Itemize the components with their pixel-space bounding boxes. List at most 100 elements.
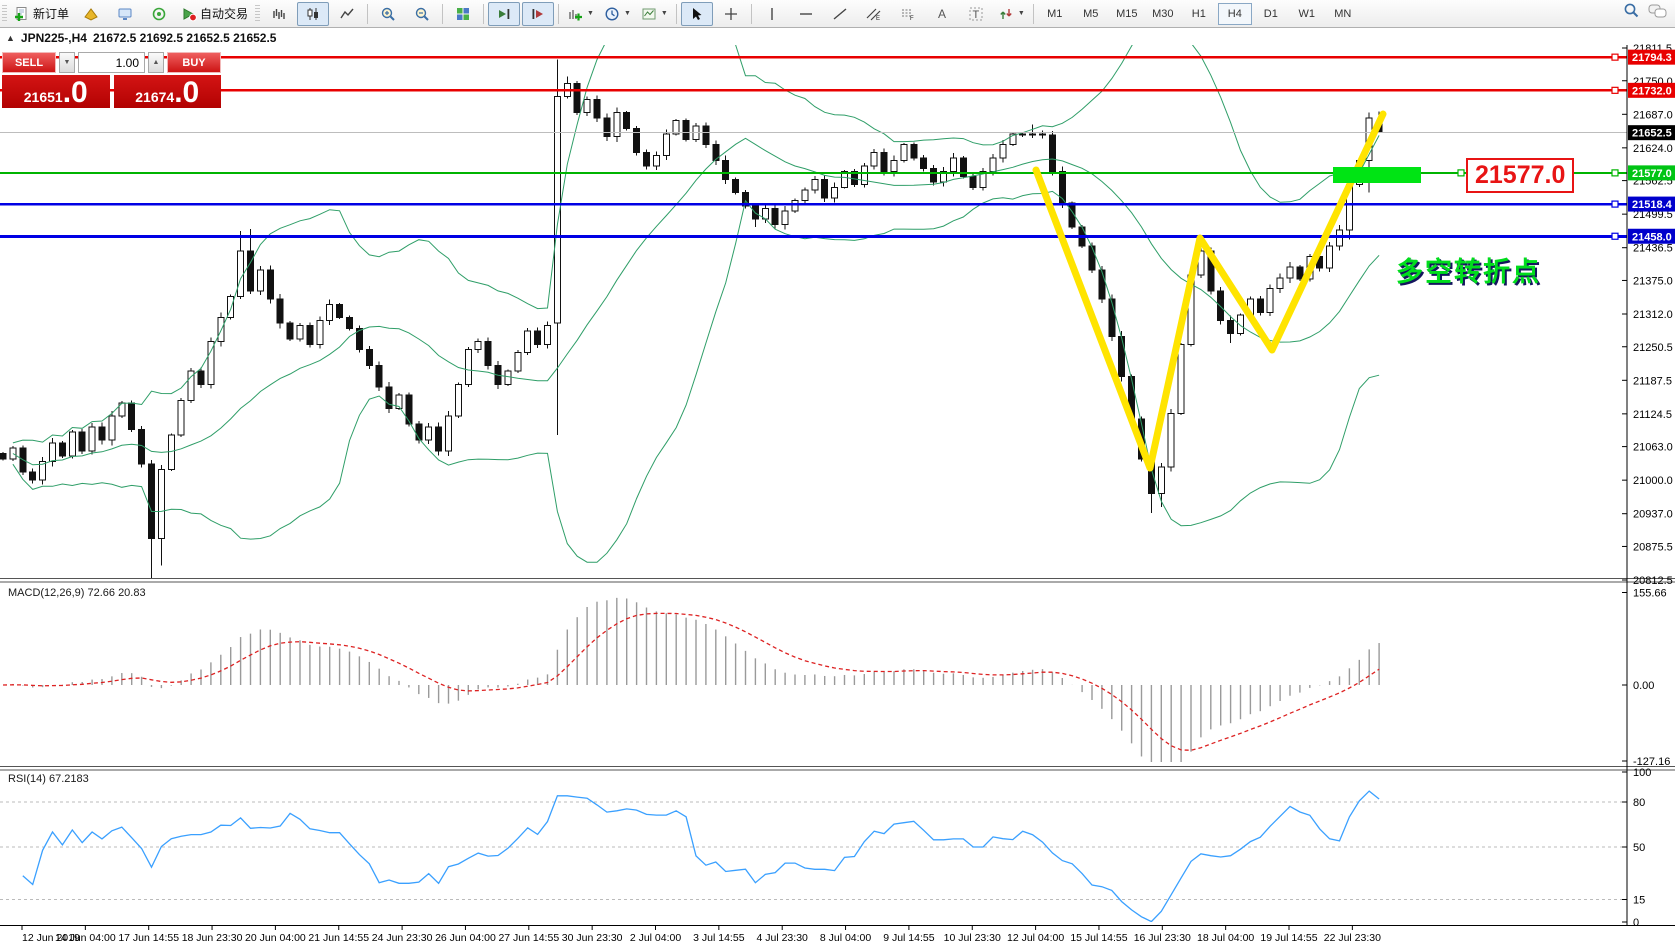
price-callout-21577[interactable]: 21577.0 <box>1466 158 1575 193</box>
profile-button[interactable] <box>75 2 107 26</box>
macd-label: MACD(12,26,9) 72.66 20.83 <box>8 587 146 599</box>
tile-windows-icon <box>457 7 470 20</box>
timeframe-button-M1[interactable]: M1 <box>1047 7 1063 20</box>
turning-point-annotation[interactable]: 多空转折点 <box>1396 257 1541 287</box>
text-label-button[interactable]: T <box>960 2 992 26</box>
chat-icon[interactable] <box>1648 3 1667 19</box>
svg-text:8 Jul 04:00: 8 Jul 04:00 <box>820 932 872 944</box>
buy-price-display[interactable]: 21674 .0 <box>113 75 221 108</box>
templates-button[interactable]: ▼ <box>637 2 672 26</box>
axis-price-label <box>1628 228 1675 244</box>
svg-text:15: 15 <box>1633 895 1645 907</box>
green-highlight-rect <box>1333 167 1421 183</box>
bar-chart-icon <box>273 8 285 19</box>
axis-price-label <box>1628 165 1675 181</box>
toolbar-grip[interactable] <box>2 4 7 23</box>
vertical-line-button[interactable] <box>756 2 788 26</box>
timeframe-button-D1[interactable]: D1 <box>1263 7 1278 20</box>
text-button[interactable]: A <box>926 2 958 26</box>
trendline-button[interactable] <box>824 2 856 26</box>
svg-text:21312.0: 21312.0 <box>1633 309 1673 321</box>
sell-price-display[interactable]: 21651 .0 <box>2 75 110 108</box>
svg-text:4 Jul 23:30: 4 Jul 23:30 <box>757 932 809 944</box>
volume-increase-button[interactable]: ▲ <box>148 52 164 73</box>
terminal-button[interactable] <box>109 2 141 26</box>
svg-text:F: F <box>910 16 914 22</box>
line-anchor-marker <box>1611 53 1619 61</box>
horizontal-line-icon <box>799 12 812 15</box>
zoom-in-icon <box>381 7 395 21</box>
timeframe-button-M15[interactable]: M15 <box>1116 7 1138 20</box>
sell-price-main: 21651 <box>23 89 63 105</box>
toolbar-separator <box>367 3 369 24</box>
zoom-in-button[interactable] <box>372 2 404 26</box>
timeframe-button-H4[interactable]: H4 <box>1217 2 1252 25</box>
candles <box>0 59 1383 578</box>
svg-text:21624.0: 21624.0 <box>1633 143 1673 155</box>
auto-scroll-button[interactable] <box>488 1 521 26</box>
axis-price-label <box>1628 49 1675 65</box>
svg-text:T: T <box>972 9 979 21</box>
svg-text:10 Jul 23:30: 10 Jul 23:30 <box>944 932 1001 944</box>
new-order-button[interactable]: 新订单 <box>10 2 73 26</box>
tile-windows-button[interactable] <box>447 2 479 26</box>
chart-shift-button[interactable] <box>522 1 555 26</box>
panel-collapse-toggle[interactable]: ▲ <box>6 33 15 43</box>
toolbar-grip[interactable] <box>255 4 261 23</box>
signal-icon <box>152 7 166 20</box>
volume-decrease-button[interactable]: ▼ <box>59 52 75 73</box>
svg-text:E: E <box>876 16 880 22</box>
candlestick-chart-icon <box>307 7 319 20</box>
timeframe-button-M30[interactable]: M30 <box>1152 7 1174 20</box>
auto-trading-button[interactable]: 自动交易 <box>177 2 252 26</box>
signals-button[interactable] <box>143 2 175 26</box>
volume-input[interactable]: 1.00 <box>78 52 145 73</box>
price-axis: 21811.521750.021687.021624.021562.521499… <box>1622 43 1675 929</box>
periods-button[interactable]: ▼ <box>600 2 635 26</box>
zoom-out-button[interactable] <box>406 2 438 26</box>
svg-text:2 Jul 04:00: 2 Jul 04:00 <box>630 932 682 944</box>
toolbar-separator <box>675 3 677 24</box>
macd-signal-line <box>2 612 1380 751</box>
svg-text:21375.0: 21375.0 <box>1633 275 1673 287</box>
search-icon[interactable] <box>1623 2 1640 19</box>
timeframe-button-M5[interactable]: M5 <box>1083 7 1099 20</box>
svg-text:21518.4: 21518.4 <box>1632 199 1673 211</box>
horizontal-line-button[interactable] <box>790 2 822 26</box>
svg-text:24 Jun 23:30: 24 Jun 23:30 <box>372 932 433 944</box>
svg-text:155.66: 155.66 <box>1633 588 1667 600</box>
dropdown-arrow-icon: ▼ <box>587 10 594 17</box>
fibonacci-button[interactable]: F <box>892 2 924 26</box>
bar-chart-button[interactable] <box>263 2 295 26</box>
terminal-icon <box>118 8 132 20</box>
axis-price-label <box>1628 196 1675 212</box>
svg-text:21732.0: 21732.0 <box>1632 85 1672 97</box>
candlestick-chart-button[interactable] <box>297 1 330 26</box>
bollinger-band <box>12 137 1380 466</box>
svg-text:20875.5: 20875.5 <box>1633 541 1673 553</box>
main-toolbar: 新订单 自动交易 <box>0 0 1675 28</box>
indicators-button[interactable]: ▼ <box>563 2 598 26</box>
timeframe-button-H1[interactable]: H1 <box>1191 7 1206 20</box>
line-chart-button[interactable] <box>331 2 363 26</box>
svg-text:21187.5: 21187.5 <box>1633 375 1672 387</box>
toolbar-separator <box>558 3 560 24</box>
dropdown-arrow-icon: ▼ <box>660 10 668 17</box>
equidistant-channel-button[interactable]: E <box>858 2 890 26</box>
svg-text:0.00: 0.00 <box>1633 680 1654 692</box>
svg-text:21 Jun 14:55: 21 Jun 14:55 <box>308 932 369 944</box>
crosshair-button[interactable] <box>715 2 747 26</box>
svg-text:20 Jun 04:00: 20 Jun 04:00 <box>245 932 306 944</box>
sell-button[interactable]: SELL <box>2 52 56 73</box>
buy-button[interactable]: BUY <box>167 52 221 73</box>
timeframe-button-MN[interactable]: MN <box>1334 7 1352 20</box>
cursor-button[interactable] <box>680 1 713 26</box>
cursor-icon <box>692 7 702 20</box>
yellow-zigzag-drawing <box>1032 110 1387 472</box>
svg-text:20937.0: 20937.0 <box>1633 509 1673 521</box>
arrows-button[interactable]: ▼ <box>994 2 1029 26</box>
svg-text:21250.5: 21250.5 <box>1633 342 1673 354</box>
timeframe-button-W1[interactable]: W1 <box>1298 7 1316 20</box>
